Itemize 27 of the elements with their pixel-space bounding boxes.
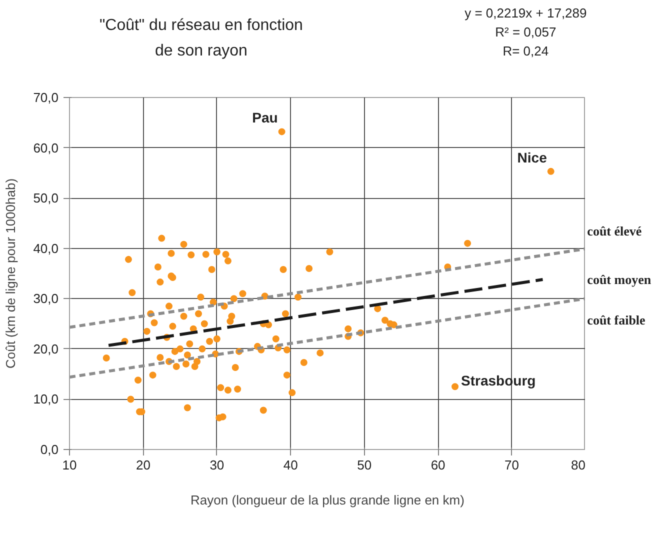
- x-tick-label: 80: [571, 458, 586, 472]
- y-tick-label: 50,0: [33, 190, 59, 206]
- y-tick-label: 60,0: [33, 140, 59, 156]
- text: y = 0,2219x + 17,289: [464, 6, 587, 21]
- y-tick-label: 0,0: [40, 442, 59, 457]
- y-tick-label: 40,0: [33, 240, 59, 256]
- x-tick-label: 50: [357, 458, 372, 472]
- x-tick-label: 20: [136, 458, 150, 472]
- y-tick-label: 20,0: [33, 341, 59, 356]
- text: R² = 0,057: [495, 24, 556, 40]
- x-tick-label: 30: [210, 458, 224, 472]
- annotation: Nice: [517, 149, 548, 166]
- x-tick-label: 10: [62, 458, 77, 472]
- text: coût moyen: [587, 272, 652, 288]
- x-axis-title: Rayon (longueur de la plus grande ligne en km): [190, 492, 464, 508]
- chart-title: "Coût" du réseau en fonction de son rayon: [99, 17, 303, 60]
- y-tick-label: 70,0: [33, 90, 59, 105]
- x-tick-label: 70: [504, 458, 520, 472]
- series-label: coût élevé: [587, 223, 642, 238]
- text: R= 0,24: [502, 43, 549, 58]
- annotation: Pau: [252, 110, 278, 126]
- y-axis-title: Coût (km de ligne pour 1000hab): [3, 178, 18, 369]
- x-tick-label: 40: [283, 458, 298, 472]
- y-tick-label: 10,0: [33, 392, 59, 407]
- series-label: coût faible: [587, 312, 646, 328]
- x-tick-label: 60: [430, 458, 446, 472]
- y-tick-label: 30,0: [33, 291, 59, 306]
